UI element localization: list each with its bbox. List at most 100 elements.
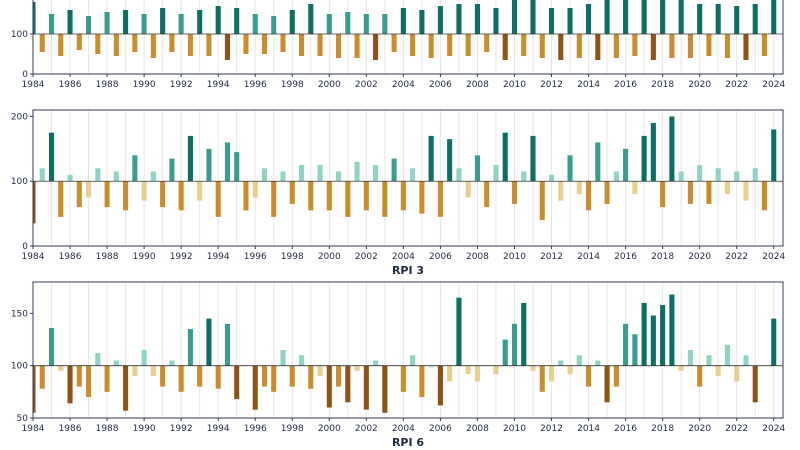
bar bbox=[752, 168, 758, 182]
x-tick-label: 1984 bbox=[22, 80, 45, 90]
bar bbox=[521, 302, 527, 366]
bar bbox=[298, 165, 305, 182]
x-tick-label: 2010 bbox=[503, 80, 526, 90]
bar bbox=[604, 365, 610, 403]
x-tick-label: 1994 bbox=[207, 80, 230, 90]
x-tick-label: 2024 bbox=[762, 80, 785, 90]
panel-frame bbox=[32, 109, 784, 247]
y-tick-label: 50 bbox=[17, 414, 29, 424]
bar bbox=[456, 4, 462, 34]
x-tick-label: 2012 bbox=[540, 252, 563, 262]
bar bbox=[724, 344, 730, 366]
bar bbox=[548, 365, 555, 382]
bar bbox=[215, 365, 221, 389]
bar bbox=[419, 365, 425, 398]
bar bbox=[215, 181, 221, 217]
bar bbox=[456, 168, 462, 182]
bar bbox=[95, 168, 101, 182]
bar bbox=[734, 6, 740, 34]
bar bbox=[39, 365, 45, 389]
bar-series bbox=[33, 294, 777, 413]
bar bbox=[160, 8, 166, 34]
bar bbox=[39, 34, 45, 52]
bar bbox=[104, 365, 110, 392]
bar bbox=[641, 302, 647, 366]
bar bbox=[724, 34, 730, 58]
bar bbox=[428, 135, 434, 182]
bar bbox=[345, 365, 351, 403]
bar bbox=[539, 181, 545, 221]
bar bbox=[261, 168, 268, 182]
bar bbox=[465, 181, 471, 198]
x-tick-label: 1984 bbox=[22, 252, 45, 262]
bar bbox=[373, 165, 379, 182]
bar bbox=[771, 318, 777, 366]
bar bbox=[687, 350, 693, 366]
x-tick-label: 2002 bbox=[355, 424, 378, 434]
bar bbox=[215, 6, 221, 34]
bar bbox=[650, 34, 656, 60]
panel-3: 50 100 150 1984 1986 1988 1990 1992 1994 1996 1998… bbox=[11, 281, 785, 449]
x-tick-label: 2016 bbox=[614, 80, 637, 90]
x-tick-label: 1990 bbox=[133, 80, 156, 90]
bar bbox=[530, 0, 536, 34]
bar bbox=[271, 16, 277, 34]
x-tick-label: 1990 bbox=[133, 424, 156, 434]
bar bbox=[474, 4, 480, 34]
bar bbox=[530, 365, 536, 371]
bar bbox=[586, 365, 592, 387]
bar bbox=[113, 360, 119, 366]
bar bbox=[576, 181, 582, 195]
bar bbox=[160, 181, 166, 208]
bar bbox=[280, 350, 286, 366]
bar bbox=[678, 365, 684, 371]
x-tick-label: 2004 bbox=[392, 252, 415, 262]
bar bbox=[632, 181, 638, 195]
bar bbox=[187, 34, 193, 56]
bar bbox=[178, 365, 184, 392]
bar bbox=[650, 315, 656, 366]
bar bbox=[465, 365, 471, 375]
bar bbox=[697, 4, 703, 34]
bar bbox=[521, 34, 527, 56]
bar bbox=[132, 34, 138, 52]
bar bbox=[224, 142, 230, 182]
bar bbox=[141, 181, 147, 201]
bar bbox=[336, 34, 342, 58]
bar bbox=[410, 34, 416, 56]
x-tick-label: 2014 bbox=[577, 252, 600, 262]
bar bbox=[187, 135, 193, 182]
bar bbox=[761, 181, 768, 211]
bar bbox=[289, 10, 295, 34]
bar bbox=[178, 14, 184, 34]
y-tick-label: 100 bbox=[11, 177, 28, 187]
bar bbox=[95, 353, 101, 366]
bar-series bbox=[33, 116, 777, 224]
bar bbox=[252, 365, 258, 410]
x-tick-label: 1986 bbox=[59, 252, 82, 262]
bar bbox=[336, 365, 342, 387]
bar bbox=[234, 8, 240, 34]
y-tick-label: 100 bbox=[11, 30, 28, 40]
bar bbox=[521, 171, 527, 182]
bar bbox=[298, 34, 305, 56]
bar bbox=[752, 365, 758, 403]
bar bbox=[752, 4, 758, 34]
bar bbox=[502, 132, 508, 182]
bar bbox=[678, 171, 684, 182]
x-tick-label: 2014 bbox=[577, 424, 600, 434]
bar bbox=[132, 155, 138, 182]
bar bbox=[437, 6, 443, 34]
bar bbox=[530, 135, 536, 182]
x-tick-label: 2020 bbox=[688, 252, 711, 262]
x-tick-label: 2020 bbox=[688, 424, 711, 434]
bar-series bbox=[33, 0, 777, 60]
x-tick-label: 2014 bbox=[577, 80, 600, 90]
bar bbox=[493, 165, 499, 182]
bar bbox=[280, 171, 286, 182]
x-tick-label: 2010 bbox=[503, 424, 526, 434]
bar bbox=[493, 8, 499, 34]
panel-1: 0 100 1984 1986 1988 1990 1992 1994 1996 1998 2000… bbox=[11, 0, 785, 90]
bar bbox=[660, 181, 666, 208]
bar bbox=[33, 365, 36, 413]
